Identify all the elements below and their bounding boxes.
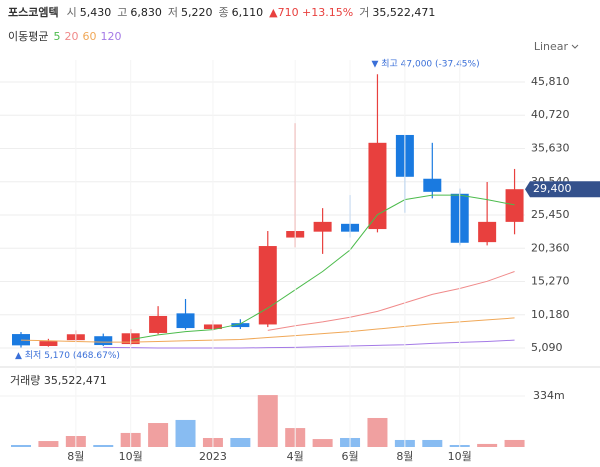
volume-bar (312, 439, 333, 447)
volume-bar (257, 395, 278, 447)
header-value: 35,522,471 (372, 6, 435, 19)
price-tag (525, 181, 600, 198)
y-tick-label: 20,360 (531, 241, 570, 254)
y-tick-label: 35,630 (531, 141, 570, 154)
price-tag-label: 29,400 (533, 182, 572, 195)
candle-body (176, 313, 195, 329)
header-label: 저 (168, 6, 178, 19)
candle-body (478, 221, 497, 243)
header-value: 5,220 (181, 6, 213, 19)
candle-body (258, 246, 277, 325)
header-value: 5,430 (80, 6, 112, 19)
volume-bar (422, 439, 443, 447)
candle-body (12, 334, 30, 346)
volume-bar (477, 443, 498, 447)
x-tick-label: 10월 (448, 450, 472, 463)
y-tick-label: 10,180 (531, 308, 570, 321)
volume-bar (93, 445, 114, 447)
volume-label: 거래량 35,522,471 (10, 374, 107, 387)
scale-mode[interactable]: Linear (534, 40, 569, 53)
stock-name: 포스코엠텍 (8, 5, 59, 19)
legend-entry: 20 (64, 30, 78, 43)
legend-entry: 60 (82, 30, 96, 43)
legend-entry: 120 (100, 30, 121, 43)
dropdown-arrow[interactable] (571, 44, 579, 49)
x-tick-label: 8월 (67, 450, 84, 463)
volume-bar (504, 439, 525, 447)
x-tick-label: 2023 (199, 450, 227, 463)
volume-bar (11, 445, 31, 447)
volume-bar (38, 441, 59, 447)
annotation: ▼ 최고 47,000 (-37.45%) (371, 59, 479, 70)
header-value: 6,110 (232, 6, 264, 19)
candle-body (368, 142, 387, 230)
header-value: 6,830 (130, 6, 162, 19)
volume-bar (175, 419, 196, 447)
candle-body (231, 323, 250, 328)
header-label: 종 (218, 6, 228, 19)
header-change: ▲710 +13.15% (269, 6, 353, 19)
ma-line (20, 317, 515, 343)
y-tick-label: 15,270 (531, 275, 570, 288)
legend-entry: 5 (53, 30, 60, 43)
candle-body (505, 189, 524, 222)
candle-body (149, 315, 168, 333)
y-tick-label: 25,450 (531, 208, 570, 221)
candle-body (423, 178, 442, 192)
ma-line (103, 339, 515, 349)
ma-line (130, 194, 515, 340)
volume-bar (230, 437, 251, 447)
candle-body (39, 341, 58, 347)
volume-bar (367, 417, 388, 447)
candle-body (94, 336, 113, 346)
header-label: 거 (359, 6, 369, 19)
x-tick-label: 10월 (119, 450, 143, 463)
x-tick-label: 6월 (341, 450, 358, 463)
header-label: 시 (67, 6, 77, 19)
volume-tick-label: 334m (533, 389, 565, 402)
header-label: 고 (117, 6, 127, 19)
volume-bar (148, 423, 169, 447)
y-tick-label: 5,090 (531, 341, 563, 354)
y-tick-label: 40,720 (531, 108, 570, 121)
y-tick-label: 45,810 (531, 75, 570, 88)
annotation: ▲ 최저 5,170 (468.67%) (15, 350, 120, 361)
ma-line (267, 271, 515, 331)
x-tick-label: 8월 (396, 450, 413, 463)
candle-body (313, 221, 332, 232)
x-tick-label: 4월 (287, 450, 304, 463)
ma-label: 이동평균 (8, 30, 48, 43)
